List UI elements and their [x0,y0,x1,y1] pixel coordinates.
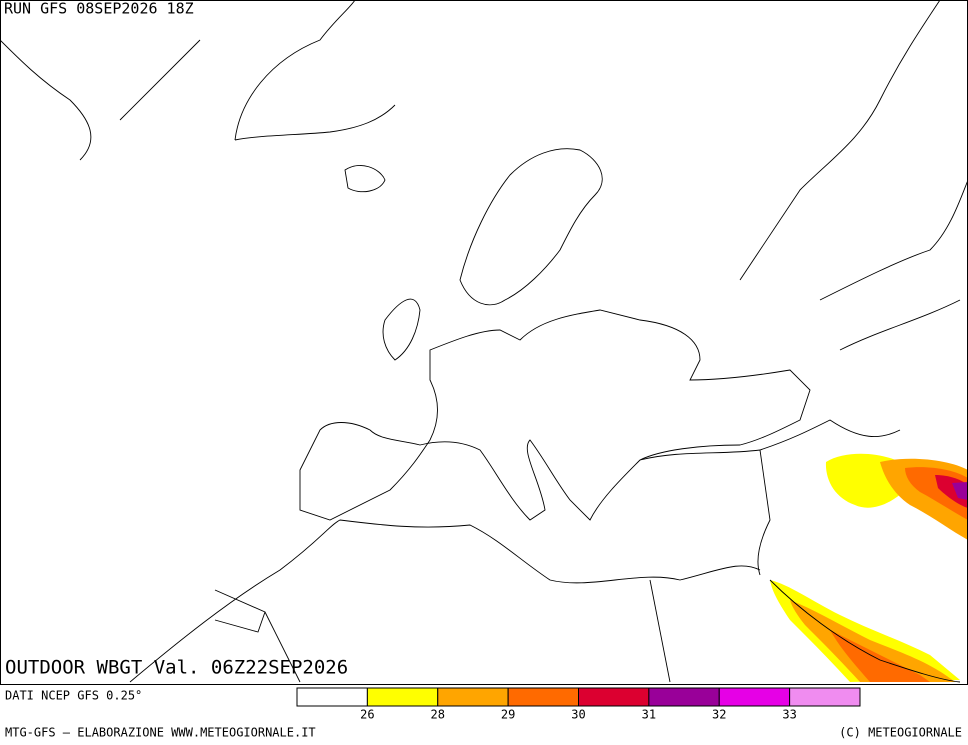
coastline [382,298,421,361]
legend-swatch [366,687,439,707]
legend-tick-label: 31 [642,708,656,722]
heat-area [952,482,968,500]
legend-tick-label: 33 [782,708,796,722]
legend-swatch [578,687,650,707]
run-label: RUN GFS 08SEP2026 18Z [4,0,194,18]
border [214,579,671,683]
legend-tick-label: 30 [571,708,585,722]
legend: 26 28 29 30 31 32 33 [296,687,861,722]
source-label: DATI NCEP GFS 0.25° [5,689,142,703]
coastline [0,39,201,161]
footer-right: (C) METEOGIORNALE [839,726,962,740]
legend-swatch [648,687,720,707]
coastline [234,0,396,141]
legend-swatch [507,687,579,707]
coastline [769,579,961,683]
legend-swatch [296,687,368,707]
legend-swatch [718,687,791,707]
legend-tick-label: 29 [501,708,515,722]
legend-tick-label: 28 [431,708,445,722]
heat-area [830,630,930,682]
coastline [344,165,386,193]
map-title: OUTDOOR WBGT Val. 06Z22SEP2026 [5,657,348,679]
map [0,0,968,685]
legend-swatch [789,687,861,707]
legend-swatch [437,687,509,707]
legend-tick-label: 32 [712,708,726,722]
coastline [299,309,811,521]
coastline [459,148,603,306]
heat-area [770,580,960,682]
coastline [129,519,761,683]
heat-area [790,600,955,682]
legend-tick-label: 26 [360,708,374,722]
footer-left: MTG-GFS — ELABORAZIONE WWW.METEOGIORNALE… [5,726,316,740]
coastline [639,419,901,576]
border [739,0,968,351]
